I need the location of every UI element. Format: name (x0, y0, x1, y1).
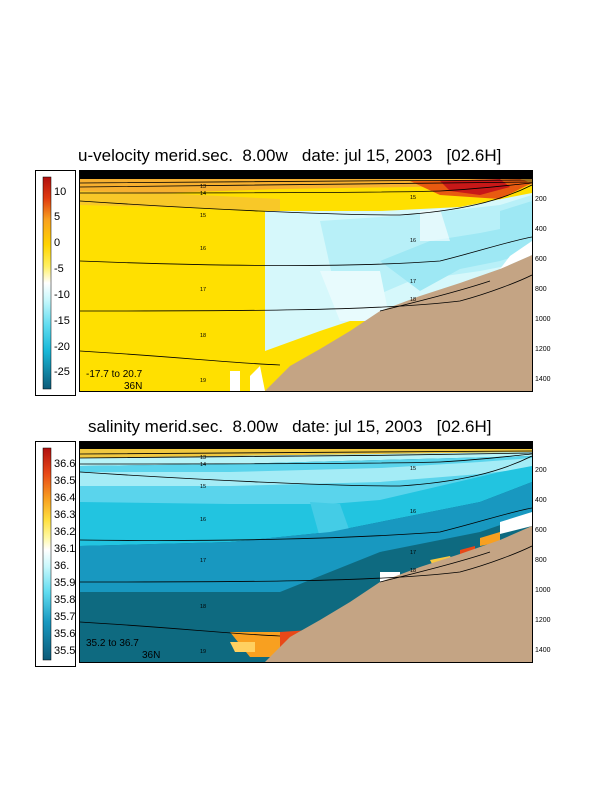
u-velocity-colorbar-tick: -10 (54, 288, 70, 301)
u-velocity-depth-tick: 1200 (535, 345, 551, 353)
salinity-colorbar-tick: 36.3 (54, 508, 76, 521)
salinity-colorbar-tick: 36.1 (54, 542, 76, 555)
salinity-colorbar-tick: 35.8 (54, 593, 76, 606)
u-velocity-contour-label: 15 (200, 213, 206, 219)
salinity-contour-label: 17 (410, 550, 416, 556)
u-velocity-colorbar-tick: 5 (54, 211, 61, 224)
salinity-depth-tick: 1200 (535, 616, 551, 624)
salinity-depth-tick: 600 (535, 526, 547, 534)
salinity-colorbar-tick: 35.5 (54, 644, 76, 657)
u-velocity-section-plot: 13 14 15 16 17 18 19 15 16 17 18 -17.7 to 20.7 36N (79, 170, 533, 392)
u-velocity-depth-tick: 800 (535, 285, 547, 293)
salinity-section-plot: 13 14 15 16 17 18 19 15 16 17 18 35.2 to 36.7 36N (79, 441, 533, 663)
u-velocity-contour-label: 19 (200, 378, 206, 384)
salinity-colorbar-tick: 36.6 (54, 457, 76, 470)
salinity-depth-tick: 1000 (535, 586, 551, 594)
u-velocity-depth-tick: 200 (535, 195, 547, 203)
u-velocity-depth-tick: 600 (535, 255, 547, 263)
salinity-colorbar-tick: 35.9 (54, 576, 76, 589)
salinity-depth-tick: 800 (535, 556, 547, 564)
u-velocity-contour-label: 16 (200, 246, 206, 252)
salinity-colorbar (35, 441, 76, 667)
u-velocity-colorbar (35, 170, 76, 396)
salinity-depth-tick: 400 (535, 496, 547, 504)
u-velocity-colorbar-tick: 0 (54, 237, 61, 250)
u-velocity-contour-label: 15 (410, 195, 416, 201)
salinity-contour-label: 17 (200, 558, 206, 564)
salinity-colorbar-tick: 36. (54, 559, 70, 572)
salinity-lat-label: 36N (142, 650, 161, 661)
u-velocity-range-text: -17.7 to 20.7 (86, 369, 143, 380)
salinity-contour-label: 18 (200, 604, 206, 610)
u-velocity-colorbar-tick: -5 (54, 263, 64, 276)
u-velocity-contour-label: 17 (410, 279, 416, 285)
salinity-colorbar-tick: 36.5 (54, 474, 76, 487)
salinity-contour-label: 15 (200, 484, 206, 490)
u-velocity-title: u-velocity merid.sec. 8.00w date: jul 15… (78, 146, 502, 165)
u-velocity-contour-label: 18 (410, 297, 416, 303)
u-velocity-contour-label: 13 (200, 184, 206, 190)
salinity-colorbar-tick: 35.7 (54, 610, 76, 623)
u-velocity-colorbar-tick: -20 (54, 340, 70, 353)
salinity-contour-label: 16 (200, 517, 206, 523)
u-velocity-colorbar-tick: 10 (54, 185, 67, 198)
u-velocity-depth-tick: 1000 (535, 315, 551, 323)
u-velocity-colorbar-gradient (42, 176, 52, 390)
u-velocity-lat-label: 36N (124, 381, 143, 392)
salinity-range-text: 35.2 to 36.7 (86, 638, 139, 649)
salinity-title: salinity merid.sec. 8.00w date: jul 15, … (88, 417, 492, 436)
u-velocity-contour-label: 14 (200, 191, 206, 197)
salinity-depth-tick: 1400 (535, 646, 551, 654)
salinity-contour-label: 16 (410, 509, 416, 515)
salinity-colorbar-tick: 36.4 (54, 491, 76, 504)
salinity-depth-tick: 200 (535, 466, 547, 474)
salinity-colorbar-tick: 35.6 (54, 627, 76, 640)
u-velocity-contour-label: 16 (410, 238, 416, 244)
u-velocity-depth-tick: 1400 (535, 375, 551, 383)
salinity-colorbar-tick: 36.2 (54, 525, 76, 538)
u-velocity-colorbar-tick: -25 (54, 366, 70, 379)
u-velocity-contour-label: 17 (200, 287, 206, 293)
salinity-contour-label: 18 (410, 568, 416, 574)
salinity-contour-label: 13 (200, 455, 206, 461)
salinity-contour-label: 15 (410, 466, 416, 472)
salinity-colorbar-gradient (42, 447, 52, 661)
salinity-contour-label: 19 (200, 649, 206, 655)
salinity-contour-label: 14 (200, 462, 206, 468)
u-velocity-depth-tick: 400 (535, 225, 547, 233)
u-velocity-colorbar-tick: -15 (54, 314, 70, 327)
u-velocity-contour-label: 18 (200, 333, 206, 339)
